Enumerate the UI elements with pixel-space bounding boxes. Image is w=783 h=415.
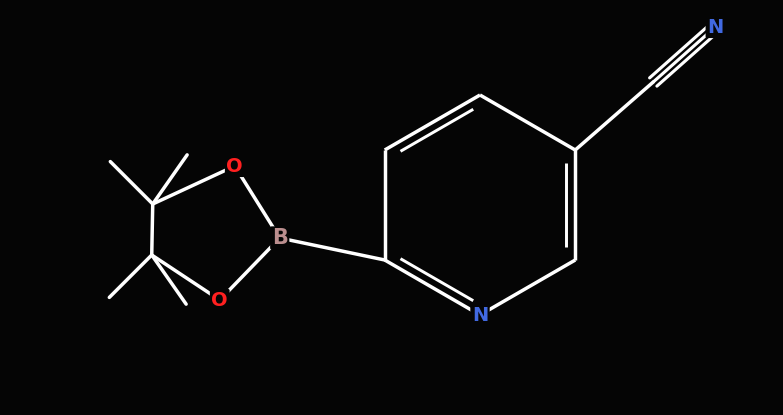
Text: O: O bbox=[211, 290, 228, 310]
Text: O: O bbox=[226, 156, 243, 176]
Text: N: N bbox=[707, 17, 723, 37]
Text: B: B bbox=[272, 228, 287, 248]
Text: N: N bbox=[472, 305, 488, 325]
